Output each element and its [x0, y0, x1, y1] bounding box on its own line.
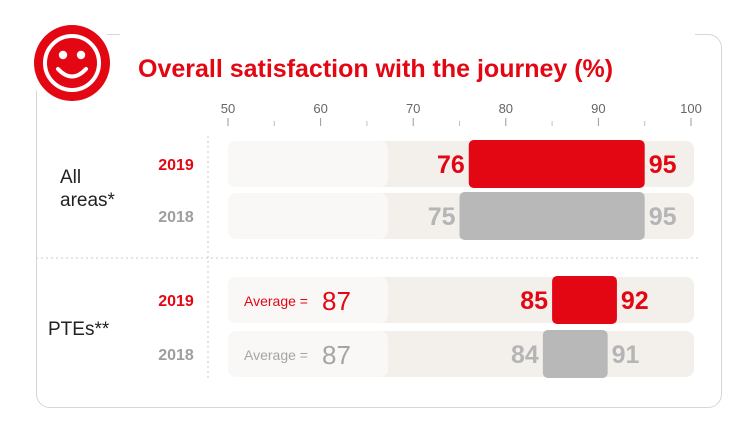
high-value-label: 92	[621, 287, 649, 315]
row-track-fade	[228, 277, 388, 323]
average-value: 87	[322, 340, 351, 370]
low-value-label: 84	[511, 341, 539, 369]
low-value-label: 85	[520, 287, 548, 315]
title-border-mask	[120, 30, 695, 40]
average-value: 87	[322, 286, 351, 316]
tick-label: 70	[406, 101, 420, 116]
year-label: 2018	[158, 347, 194, 364]
high-value-label: 91	[612, 341, 640, 369]
tick-label: 90	[591, 101, 605, 116]
range-bar	[459, 192, 645, 240]
range-bar	[552, 276, 617, 324]
high-value-label: 95	[649, 203, 677, 231]
row-track-fade	[228, 331, 388, 377]
group-label: All	[60, 167, 81, 188]
smiley-face-outline	[43, 34, 101, 92]
year-label: 2018	[158, 209, 194, 226]
smiley-right-eye	[76, 50, 86, 60]
high-value-label: 95	[649, 151, 677, 179]
tick-label: 80	[499, 101, 513, 116]
chart-title: Overall satisfaction with the journey (%…	[138, 55, 613, 83]
group-label: PTEs**	[48, 319, 110, 340]
average-label: Average =	[244, 347, 308, 363]
range-bar	[542, 330, 608, 378]
low-value-label: 75	[428, 203, 456, 231]
tick-label: 100	[680, 101, 702, 116]
average-label: Average =	[244, 293, 308, 309]
tick-label: 50	[221, 101, 235, 116]
year-label: 2019	[158, 293, 194, 310]
year-label: 2019	[158, 157, 194, 174]
tick-label: 60	[313, 101, 327, 116]
smiley-mouth	[56, 67, 88, 79]
group-label: areas*	[60, 190, 116, 211]
range-bar	[468, 140, 645, 188]
smiley-left-eye	[58, 50, 68, 60]
row-track-fade	[228, 193, 388, 239]
smiley-face-icon	[27, 18, 117, 108]
row-track-fade	[228, 141, 388, 187]
low-value-label: 76	[437, 151, 465, 179]
